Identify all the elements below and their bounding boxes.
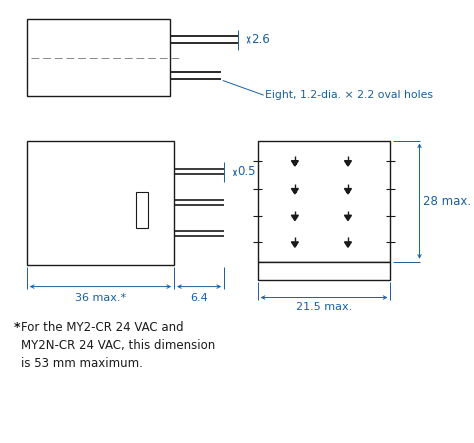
Bar [293, 189, 297, 193]
Bar [346, 161, 350, 165]
Polygon shape [292, 215, 298, 221]
Bar [258, 262, 391, 280]
Bar [346, 215, 350, 219]
Bar [293, 215, 297, 219]
Bar [258, 140, 391, 262]
Bar [346, 189, 350, 193]
Text: 28 max.: 28 max. [423, 194, 471, 208]
Polygon shape [292, 189, 298, 194]
Text: Eight, 1.2-dia. × 2.2 oval holes: Eight, 1.2-dia. × 2.2 oval holes [265, 90, 433, 100]
Polygon shape [345, 189, 351, 194]
Bar [27, 19, 170, 96]
Bar [27, 140, 174, 265]
Text: 0.5: 0.5 [238, 165, 256, 178]
Text: 21.5 max.: 21.5 max. [296, 303, 352, 312]
Text: For the MY2-CR 24 VAC and
MY2N-CR 24 VAC, this dimension
is 53 mm maximum.: For the MY2-CR 24 VAC and MY2N-CR 24 VAC… [21, 321, 216, 370]
Text: 6.4: 6.4 [190, 292, 208, 303]
Bar [136, 192, 148, 228]
Bar [293, 242, 297, 246]
Polygon shape [345, 242, 351, 247]
Text: 36 max.*: 36 max.* [75, 292, 126, 303]
Bar [293, 161, 297, 165]
Polygon shape [292, 242, 298, 247]
Polygon shape [345, 215, 351, 221]
Polygon shape [345, 161, 351, 166]
Polygon shape [292, 161, 298, 166]
Text: *: * [14, 321, 20, 334]
Bar [346, 242, 350, 246]
Text: 2.6: 2.6 [251, 33, 270, 47]
